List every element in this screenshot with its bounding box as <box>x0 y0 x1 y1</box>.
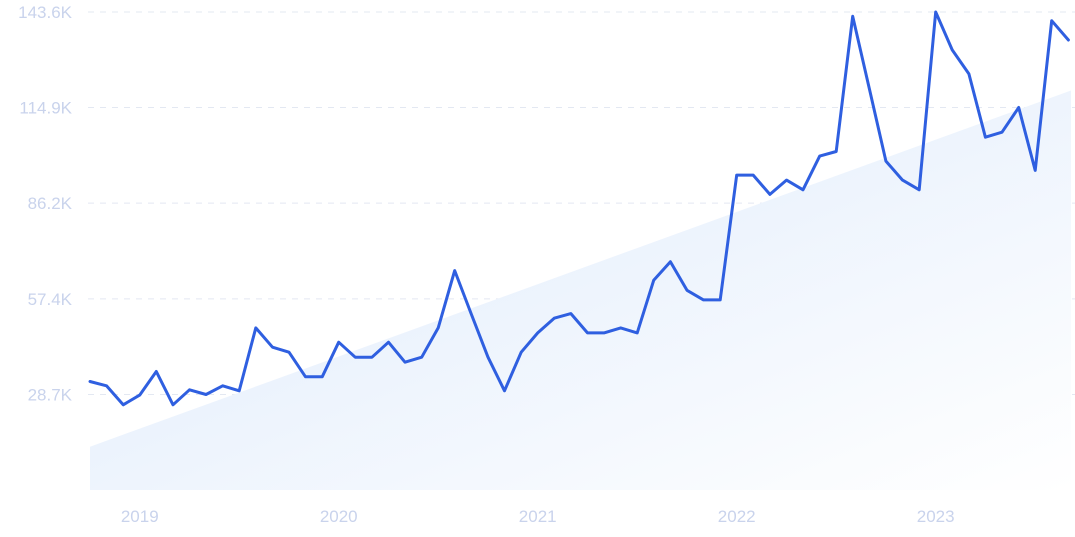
x-axis-ticks: 2019 2020 2021 2022 2023 <box>121 507 955 526</box>
y-tick-label: 57.4K <box>28 290 73 309</box>
x-tick-label: 2019 <box>121 507 159 526</box>
y-tick-label: 143.6K <box>18 3 73 22</box>
y-axis-ticks: 28.7K 57.4K 86.2K 114.9K 143.6K <box>18 3 73 404</box>
x-tick-label: 2021 <box>519 507 557 526</box>
y-tick-label: 28.7K <box>28 385 73 404</box>
y-tick-label: 86.2K <box>28 194 73 213</box>
x-tick-label: 2022 <box>718 507 756 526</box>
trend-area <box>90 90 1071 491</box>
y-tick-label: 114.9K <box>19 99 72 118</box>
series-line-layer <box>88 10 1070 407</box>
series-line <box>88 10 1070 407</box>
x-tick-label: 2020 <box>320 507 358 526</box>
x-tick-label: 2023 <box>917 507 955 526</box>
trend-area-layer <box>90 90 1071 491</box>
